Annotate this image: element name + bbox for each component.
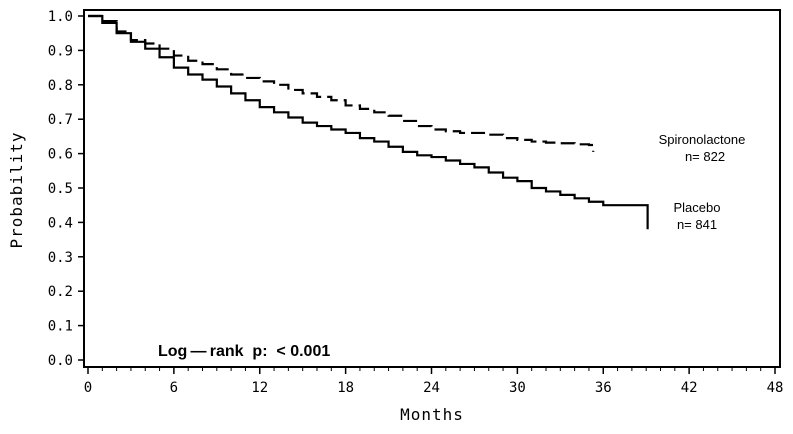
x-tick-label: 42 bbox=[681, 380, 698, 396]
series-label-spironolactone: Spironolactone bbox=[659, 132, 746, 147]
x-tick-label: 24 bbox=[423, 380, 440, 396]
y-tick-label: 0.9 bbox=[48, 43, 73, 59]
y-axis-label: Probability bbox=[7, 132, 26, 249]
x-tick-label: 36 bbox=[595, 380, 612, 396]
x-axis-label: Months bbox=[400, 405, 464, 424]
plot-frame bbox=[83, 9, 781, 368]
series-line-spironolactone bbox=[88, 14, 595, 152]
series-line-placebo bbox=[88, 14, 649, 230]
x-tick-label: 6 bbox=[170, 380, 178, 396]
x-tick-label: 48 bbox=[767, 380, 784, 396]
log-rank-annotation: Log — rank p: < 0.001 bbox=[158, 343, 330, 360]
y-tick-label: 0.6 bbox=[48, 147, 73, 163]
y-tick-label: 0.3 bbox=[48, 250, 73, 266]
y-tick-label: 0.2 bbox=[48, 284, 73, 300]
x-tick-label: 0 bbox=[84, 380, 92, 396]
y-tick-label: 0.1 bbox=[48, 319, 73, 335]
series-n-placebo: n= 841 bbox=[677, 217, 717, 232]
x-tick-label: 18 bbox=[337, 380, 354, 396]
series-label-placebo: Placebo bbox=[674, 200, 721, 215]
y-axis: 0.0 0.1 0.2 0.3 0.4 0.5 0.6 0.7 0.8 0.9 1.0 bbox=[48, 9, 84, 369]
y-tick-label: 0.5 bbox=[48, 181, 73, 197]
x-tick-label: 30 bbox=[509, 380, 526, 396]
y-tick-label: 0.8 bbox=[48, 78, 73, 94]
y-tick-label: 0.0 bbox=[48, 353, 73, 369]
x-tick-label: 12 bbox=[251, 380, 268, 396]
y-tick-label: 1.0 bbox=[48, 9, 73, 25]
y-tick-label: 0.4 bbox=[48, 215, 73, 231]
x-axis: 0 6 12 18 24 30 36 42 48 bbox=[84, 367, 784, 396]
series-layer bbox=[88, 14, 649, 230]
series-n-spironolactone: n= 822 bbox=[685, 149, 725, 164]
y-tick-label: 0.7 bbox=[48, 112, 73, 128]
